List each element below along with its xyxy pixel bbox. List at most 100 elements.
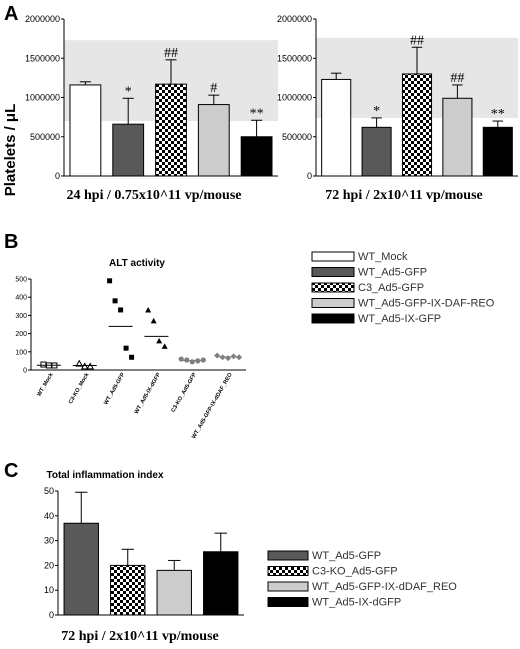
bar	[112, 123, 145, 177]
data-point	[129, 354, 135, 360]
legend-swatch	[311, 282, 355, 293]
y-tick-label: 0	[49, 610, 54, 620]
legend-label: WT_Ad5-IX-GFP	[358, 313, 441, 325]
y-tick-label: 20	[44, 560, 54, 570]
significance-marker: ##	[164, 46, 178, 61]
y-tick-label: 1500000	[277, 53, 312, 63]
y-tick-label: 0	[307, 171, 312, 181]
legend-label: C3-KO_Ad5-GFP	[312, 566, 398, 578]
chart-c-xlabel: 72 hpi / 2x10^11 vp/mouse	[61, 629, 219, 644]
data-point	[150, 317, 157, 324]
legend-c: WT_Ad5-GFP C3-KO_Ad5-GFP WT_Ad5-GFP-IX-dDA…	[267, 550, 457, 609]
data-point	[225, 355, 232, 362]
y-tick-label: 500000	[30, 132, 60, 142]
alt-activity-chart: 0 100 200 300 400 500 WT_Mock C3-KO_Mock WT_Ad5-…	[15, 277, 246, 440]
data-point	[75, 359, 84, 367]
legend-label: C3_Ad5-GFP	[358, 282, 424, 294]
y-tick-label: 500	[15, 277, 27, 284]
significance-marker: *	[125, 84, 132, 99]
bar	[240, 136, 273, 177]
category-label: WT_Ad5-GFP	[103, 372, 126, 406]
chart-a1-xlabel: 24 hpi / 0.75x10^11 vp/mouse	[67, 188, 242, 203]
legend-label: WT_Ad5-GFP	[312, 550, 381, 562]
bar	[197, 104, 230, 177]
legend-swatch	[311, 251, 355, 262]
category-label: C3-KO_Ad5-GFP	[171, 372, 199, 414]
y-tick-label: 200	[15, 331, 27, 338]
bar	[156, 569, 192, 616]
legend-swatch	[311, 298, 355, 308]
bar	[401, 73, 433, 177]
inflammation-chart: 0 10 20 30 40 50	[44, 486, 244, 620]
y-tick-label: 0	[55, 171, 60, 181]
data-point	[86, 362, 95, 370]
y-tick-label: 2000000	[277, 14, 312, 24]
chart-c-title: Total inflammation index	[46, 470, 163, 481]
significance-marker: **	[491, 107, 505, 122]
legend-swatch	[311, 313, 355, 324]
platelets-chart-72hpi: 0 500000 1000000 1500000 2000000 * ## ## **	[277, 14, 518, 181]
significance-marker: #	[210, 81, 217, 96]
legend-label: WT_Ad5-IX-dGFP	[312, 597, 401, 609]
bar	[482, 126, 513, 177]
y-tick-label: 30	[44, 536, 54, 546]
legend-swatch	[267, 597, 309, 607]
legend-swatch	[267, 581, 309, 592]
legend-label: WT_Ad5-GFP	[358, 267, 427, 279]
legend-label: WT_Ad5-GFP-IX-dDAF_REO	[312, 581, 457, 593]
y-tick-label: 40	[44, 511, 54, 521]
data-point	[189, 359, 195, 365]
y-tick-label: 300	[15, 313, 27, 320]
significance-marker: ##	[410, 33, 424, 48]
category-label: WT_Ad5-IX-dGFP	[134, 372, 162, 415]
y-tick-label: 500000	[282, 132, 312, 142]
y-tick-label: 1500000	[25, 53, 60, 63]
legend-swatch	[311, 267, 355, 277]
legend-swatch	[267, 550, 309, 561]
y-tick-label: 1000000	[25, 93, 60, 103]
data-point	[80, 362, 89, 370]
legend-b: WT_Mock WT_Ad5-GFP C3_Ad5-GFP WT_Ad5-GFP-IX…	[311, 251, 495, 325]
bar	[442, 97, 473, 177]
legend-label: WT_Ad5-GFP-IX-DAF-REO	[358, 298, 495, 310]
y-tick-label: 1000000	[277, 93, 312, 103]
category-label: WT_Mock	[36, 371, 55, 397]
y-tick-label: 100	[15, 349, 27, 356]
bar	[361, 126, 392, 177]
y-tick-label: 0	[23, 368, 27, 375]
data-point	[145, 306, 152, 313]
chart-b-title: ALT activity	[109, 258, 165, 269]
bar	[110, 564, 146, 616]
legend-label: WT_Mock	[358, 251, 408, 263]
data-point	[107, 278, 113, 284]
data-point	[112, 298, 118, 304]
data-point	[118, 307, 124, 313]
data-point	[184, 357, 190, 363]
data-point	[40, 361, 47, 368]
data-point	[123, 345, 129, 351]
platelets-axis-label: Platelets / μL	[2, 104, 19, 197]
bar	[321, 78, 352, 177]
significance-marker: *	[373, 104, 380, 119]
panel-letter-b: B	[4, 231, 18, 253]
data-point	[156, 337, 163, 344]
panel-letter-c: C	[4, 460, 18, 482]
bar	[69, 84, 102, 177]
category-label: WT_Ad5-GFP-IX-dDAF_REO	[191, 371, 234, 439]
category-label: C3-KO_Mock	[68, 371, 91, 405]
data-point	[200, 357, 206, 363]
y-tick-label: 2000000	[25, 14, 60, 24]
data-point	[161, 343, 168, 349]
data-point	[230, 353, 237, 360]
y-tick-label: 50	[44, 486, 54, 496]
y-tick-label: 400	[15, 295, 27, 302]
chart-a2-xlabel: 72 hpi / 2x10^11 vp/mouse	[325, 188, 483, 203]
bar	[63, 522, 99, 616]
bar	[203, 551, 239, 616]
y-tick-label: 10	[44, 585, 54, 595]
data-point	[214, 352, 221, 359]
bar	[155, 83, 187, 177]
